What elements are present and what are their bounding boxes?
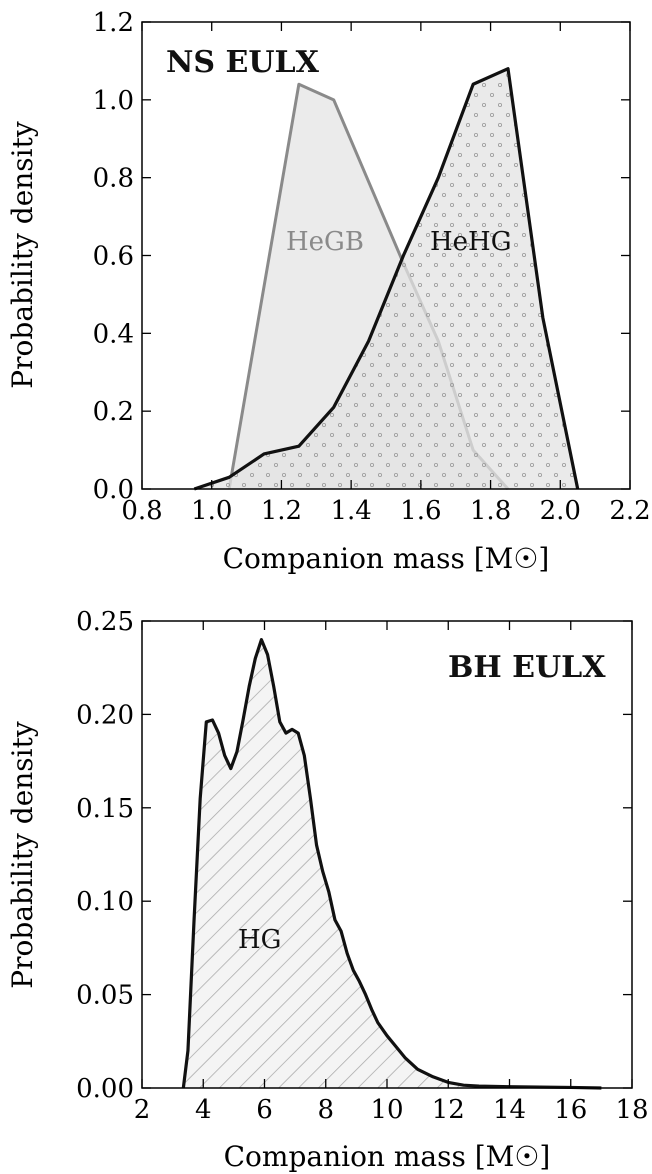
x-tick-label: 18 [615, 1095, 648, 1125]
y-tick-label: 0.20 [76, 700, 134, 730]
ns-eulx-panel: 0.8 1.0 1.2 1.4 1.6 1.8 2.0 2.2 0.00.20.40.60.8… [6, 8, 651, 575]
x-tick-label: 0.8 [121, 496, 162, 526]
hg-area-fill [183, 639, 602, 1088]
y-tick-label: 0.10 [76, 887, 134, 917]
y-tick-label: 0.15 [76, 794, 134, 824]
x-tick-label: 2 [134, 1095, 151, 1125]
hg-series-line [181, 638, 602, 1090]
x-tick-label: 4 [195, 1095, 212, 1125]
x-tick-label: 1.2 [261, 496, 302, 526]
y-tick-label: 0.4 [93, 319, 134, 349]
y-tick-label: 0.2 [93, 397, 134, 427]
hehg-series-label: HeHG [430, 227, 512, 257]
bh-eulx-panel: 2 4 6 8 10 12 14 16 18 0.000.050.100.150.200.25 … [6, 607, 649, 1173]
bh-eulx-panel-label: BH EULX [448, 650, 606, 685]
ns-eulx-x-ticks: 0.8 1.0 1.2 1.4 1.6 1.8 2.0 2.2 [121, 22, 651, 526]
y-tick-label: 1.0 [93, 86, 134, 116]
bh-eulx-y-axis-label: Probability density [6, 721, 39, 989]
y-tick-label: 0.00 [76, 1074, 134, 1104]
x-tick-label: 2.0 [540, 496, 581, 526]
ns-eulx-y-ticks: 0.0 0.2 0.4 0.6 0.8 1.0 1.2 [93, 8, 630, 505]
y-tick-label: 1.2 [93, 8, 134, 38]
hehg-series-line [193, 67, 580, 491]
y-tick-label: 0.8 [93, 164, 134, 194]
bh-eulx-y-ticks: 0.00 0.05 0.10 0.15 0.20 0.25 [76, 607, 632, 1104]
x-tick-label: 16 [554, 1095, 587, 1125]
hg-series-label: HG [238, 925, 281, 955]
bh-eulx-x-axis-label: Companion mass [M☉] [224, 1140, 551, 1173]
ns-eulx-panel-label: NS EULX [166, 45, 320, 80]
hegb-series-label: HeGB [286, 227, 364, 257]
x-tick-label: 1.4 [330, 496, 371, 526]
y-tick-label: 0.05 [76, 981, 134, 1011]
x-tick-label: 1.0 [191, 496, 232, 526]
x-tick-label: 14 [493, 1095, 526, 1125]
hehg-area-fill [194, 68, 578, 489]
ns-eulx-plot-area [193, 67, 580, 491]
x-tick-label: 2.2 [609, 496, 650, 526]
y-tick-label: 0.25 [76, 607, 134, 637]
ns-eulx-y-axis-label: Probability density [6, 121, 39, 389]
x-tick-label: 10 [370, 1095, 403, 1125]
y-tick-label: 0.0 [93, 475, 134, 505]
x-tick-label: 12 [432, 1095, 465, 1125]
ns-eulx-x-axis-label: Companion mass [M☉] [223, 542, 550, 575]
x-tick-label: 8 [317, 1095, 334, 1125]
x-tick-label: 1.8 [470, 496, 511, 526]
bh-eulx-x-ticks: 2 4 6 8 10 12 14 16 18 [134, 621, 649, 1125]
bh-eulx-plot-area [181, 638, 602, 1090]
x-tick-label: 1.6 [400, 496, 441, 526]
y-tick-label: 0.6 [93, 242, 134, 272]
x-tick-label: 6 [256, 1095, 273, 1125]
